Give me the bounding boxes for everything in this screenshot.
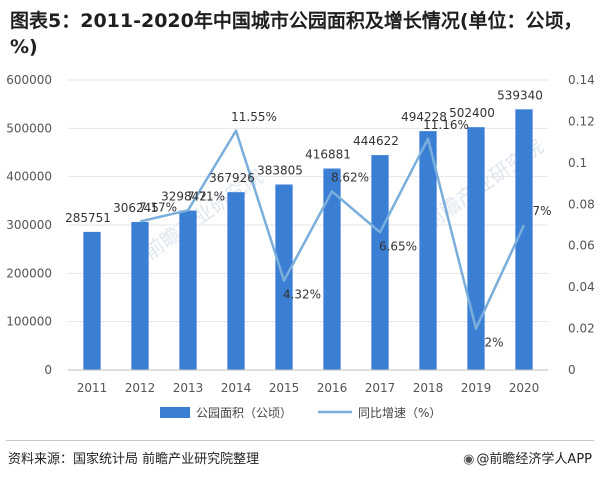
bar [419, 131, 437, 370]
credit-text: @前瞻经济学人APP [476, 452, 592, 467]
x-tick-label: 2017 [365, 381, 396, 395]
growth-value-label: 6.65% [379, 239, 417, 253]
line-series [139, 129, 526, 330]
bar-value-label: 416881 [305, 148, 351, 162]
credit: ◉ @前瞻经济学人APP [463, 448, 592, 467]
growth-line [139, 129, 526, 330]
x-tick-label: 2013 [173, 381, 204, 395]
x-tick-label: 2011 [77, 381, 108, 395]
legend-line-label: 同比增速（%） [358, 406, 441, 420]
source-note: 资料来源：国家统计局 前瞻产业研究院整理 [8, 452, 260, 467]
bar-value-label: 444622 [353, 134, 399, 148]
growth-value-label: 8.62% [331, 170, 369, 184]
bar [83, 231, 101, 370]
growth-value-label: 7% [532, 204, 551, 218]
growth-value-label: 4.32% [283, 288, 321, 302]
legend: 公园面积（公顷） 同比增速（%） [160, 406, 441, 420]
y2-tick-label: 0.04 [568, 280, 595, 294]
bar [371, 155, 389, 370]
footer-divider [6, 440, 594, 441]
legend-bar-label: 公园面积（公顷） [196, 406, 292, 420]
x-tick-label: 2019 [461, 381, 492, 395]
logo-icon: ◉ [463, 452, 475, 467]
y2-tick-label: 0.12 [568, 114, 595, 128]
y-tick-label: 0 [44, 363, 52, 377]
bar [323, 168, 341, 370]
bar-series [83, 109, 533, 370]
y-tick-label: 100000 [6, 315, 52, 329]
x-tick-label: 2014 [221, 381, 252, 395]
bar-value-label: 502400 [449, 106, 495, 120]
bar [179, 210, 197, 370]
x-tick-label: 2016 [317, 381, 348, 395]
x-tick-label: 2018 [413, 381, 444, 395]
y-tick-label: 300000 [6, 218, 52, 232]
legend-bar-swatch [160, 407, 190, 418]
y-tick-label: 200000 [6, 266, 52, 280]
y2-tick-label: 0.14 [568, 73, 595, 87]
y2-tick-label: 0.02 [568, 322, 595, 336]
axes: 0 100000 200000 300000 400000 500000 600000 0 0.… [6, 73, 595, 395]
x-tick-label: 2020 [509, 381, 540, 395]
bar [515, 109, 533, 370]
bar-value-label: 329842 [161, 190, 207, 204]
y2-tick-label: 0.08 [568, 197, 595, 211]
y2-tick-label: 0.1 [568, 156, 587, 170]
bar [227, 192, 245, 370]
growth-value-label: 11.16% [423, 118, 469, 132]
y2-tick-label: 0.06 [568, 239, 595, 253]
growth-value-label: 2% [484, 336, 503, 350]
y-tick-label: 400000 [6, 170, 52, 184]
x-tick-label: 2012 [125, 381, 156, 395]
bar-value-label: 367926 [209, 171, 255, 185]
bar-value-label: 539340 [497, 88, 543, 102]
y2-tick-label: 0 [568, 363, 576, 377]
bar [467, 127, 485, 370]
bar-value-label: 494228 [401, 110, 447, 124]
chart-title: 图表5：2011-2020年中国城市公园面积及增长情况(单位：公顷，%) [10, 10, 583, 58]
growth-value-label: 7.71% [187, 189, 225, 203]
bar-value-label: 383805 [257, 163, 303, 177]
bar-value-label: 285751 [65, 211, 111, 225]
y-tick-label: 600000 [6, 73, 52, 87]
bar [131, 221, 149, 370]
data-labels: 2857513062453298423679263838054168814446… [65, 88, 551, 349]
growth-value-label: 11.55% [231, 110, 277, 124]
x-tick-label: 2015 [269, 381, 300, 395]
bar-value-label: 306245 [113, 201, 159, 215]
chart: 前瞻产业研究院 前瞻产业研究院 285751306245329842367926… [6, 73, 595, 420]
growth-value-label: 7.17% [139, 200, 177, 214]
y-tick-label: 500000 [6, 121, 52, 135]
